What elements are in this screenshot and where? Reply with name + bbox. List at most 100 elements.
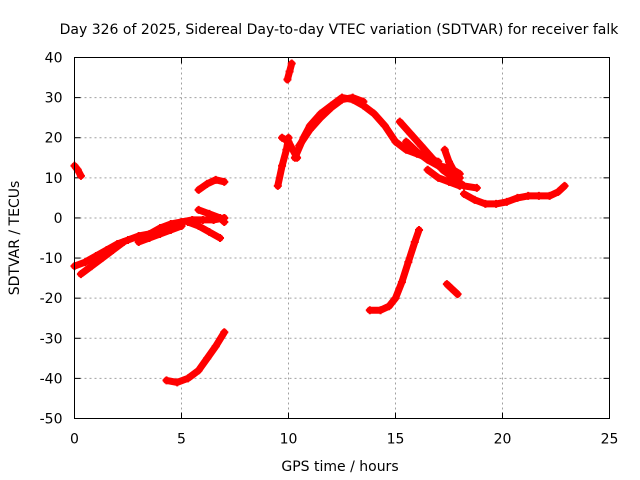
data-point-marker — [434, 161, 443, 170]
data-point-marker — [455, 169, 464, 178]
series-arc-7 — [194, 175, 229, 194]
series-arc-19 — [365, 225, 424, 315]
data-point-marker — [205, 209, 214, 218]
data-point-marker — [459, 189, 468, 198]
data-point-marker — [348, 93, 357, 102]
data-series — [70, 59, 569, 387]
y-tick-label: 20 — [45, 131, 63, 147]
data-point-marker — [134, 238, 143, 247]
data-point-marker — [481, 199, 490, 208]
series-arc-6 — [194, 205, 229, 226]
x-tick-label: 15 — [387, 432, 405, 448]
data-point-marker — [376, 306, 385, 315]
data-point-marker — [370, 109, 379, 118]
y-tick-label: -40 — [40, 371, 63, 387]
data-point-marker — [194, 205, 203, 214]
plot-frame — [74, 57, 610, 419]
series-line — [195, 176, 228, 194]
series-arc-18 — [459, 181, 569, 208]
data-point-marker — [177, 221, 186, 230]
data-point-marker — [76, 270, 85, 279]
data-point-marker — [119, 238, 128, 247]
series-line — [424, 166, 464, 190]
series-arc-13 — [295, 93, 368, 150]
data-point-marker — [397, 278, 406, 287]
data-point-marker — [423, 165, 432, 174]
data-point-marker — [445, 177, 453, 186]
data-point-marker — [220, 328, 229, 337]
data-point-marker — [216, 234, 225, 242]
data-point-marker — [410, 238, 419, 247]
x-tick-label: 0 — [70, 432, 79, 448]
data-point-marker — [173, 378, 182, 387]
tick-labels: 0 5 10 15 20 25 40 30 20 10 0 -10 -20 -30 -40 -50 — [40, 51, 619, 448]
data-point-marker — [198, 215, 207, 224]
x-tick-label: 25 — [601, 432, 619, 448]
data-point-marker — [73, 165, 82, 174]
data-point-marker — [98, 254, 107, 263]
data-point-marker — [194, 366, 203, 375]
data-point-marker — [513, 193, 522, 202]
data-point-marker — [162, 376, 171, 385]
data-point-marker — [415, 225, 424, 234]
data-point-marker — [453, 290, 462, 299]
data-point-marker — [502, 197, 511, 206]
data-point-marker — [380, 121, 389, 130]
data-point-marker — [205, 227, 214, 236]
x-tick-label: 5 — [177, 432, 186, 448]
data-point-marker — [445, 157, 453, 166]
data-point-marker — [395, 117, 404, 126]
data-point-marker — [194, 221, 203, 230]
data-point-marker — [166, 225, 175, 234]
data-point-marker — [545, 191, 554, 200]
data-point-marker — [442, 280, 451, 289]
data-point-marker — [560, 181, 569, 190]
data-point-marker — [220, 217, 229, 226]
series-arc-11 — [283, 59, 296, 84]
data-point-marker — [273, 181, 282, 190]
data-point-marker — [278, 161, 287, 170]
data-point-marker — [385, 302, 394, 311]
series-arc-17 — [440, 145, 464, 178]
data-point-marker — [295, 141, 304, 150]
series-arc-8 — [162, 328, 229, 387]
data-point-marker — [216, 213, 225, 222]
data-point-marker — [404, 258, 413, 267]
data-point-marker — [283, 75, 292, 84]
data-point-marker — [447, 284, 456, 293]
x-tick-label: 10 — [280, 432, 298, 448]
data-point-marker — [220, 177, 229, 186]
y-tick-label: 30 — [45, 91, 63, 107]
data-point-marker — [290, 153, 299, 162]
data-point-marker — [183, 217, 192, 226]
data-point-marker — [76, 171, 85, 180]
data-point-marker — [524, 191, 533, 200]
data-point-marker — [87, 262, 96, 271]
data-point-marker — [417, 141, 426, 150]
data-point-marker — [412, 147, 421, 156]
series-arc-1 — [70, 161, 85, 180]
data-point-marker — [434, 173, 443, 182]
x-tick-label: 20 — [494, 432, 512, 448]
series-line — [443, 280, 462, 298]
data-point-marker — [156, 229, 165, 238]
data-point-marker — [203, 179, 212, 188]
data-point-marker — [287, 59, 296, 68]
series-arc-16 — [423, 165, 464, 190]
data-point-marker — [406, 129, 415, 138]
y-tick-label: -30 — [40, 331, 63, 347]
data-point-marker — [492, 199, 501, 208]
data-point-marker — [338, 95, 346, 104]
series-arc-3 — [76, 238, 128, 279]
data-point-marker — [211, 342, 220, 351]
grid — [74, 57, 610, 419]
data-point-marker — [183, 374, 192, 383]
y-tick-label: -50 — [40, 412, 63, 428]
series-line — [163, 328, 228, 386]
y-tick-label: 0 — [54, 211, 63, 227]
data-point-marker — [455, 181, 464, 190]
data-point-marker — [359, 97, 368, 106]
series-arc-20 — [442, 280, 462, 299]
data-point-marker — [554, 187, 563, 196]
data-point-marker — [203, 354, 212, 363]
